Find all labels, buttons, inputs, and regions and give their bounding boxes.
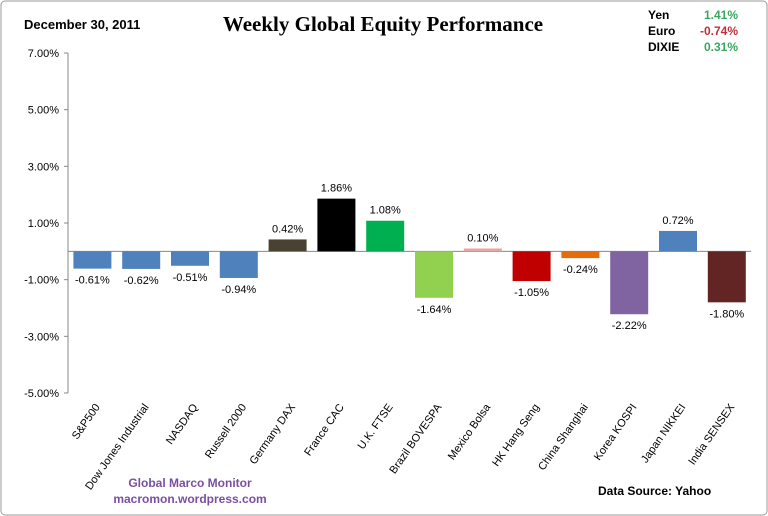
y-tick-label: 3.00% — [28, 161, 59, 173]
data-label: 0.42% — [272, 223, 303, 235]
bar — [219, 251, 258, 278]
x-tick-label: U.K. FTSE — [356, 402, 396, 452]
y-tick-label: -1.00% — [24, 275, 59, 287]
bar — [171, 251, 209, 266]
bar — [415, 251, 453, 298]
data-label: -0.51% — [173, 272, 208, 284]
x-tick-label: S&P500 — [70, 402, 103, 442]
y-tick-label: -5.00% — [24, 388, 59, 400]
bar — [317, 198, 356, 252]
bar — [122, 251, 161, 269]
y-tick-label: 5.00% — [28, 105, 59, 117]
currency-value: 0.31% — [704, 40, 738, 54]
bar — [610, 251, 649, 315]
bar — [268, 239, 307, 252]
x-tick-label: Korea KOSPI — [592, 402, 640, 463]
currency-legend: Yen 1.41% Euro -0.74% DIXIE 0.31% — [648, 8, 738, 54]
data-label: -0.24% — [563, 264, 598, 276]
currency-name: Euro — [648, 24, 675, 38]
credit-line2: macromon.wordpress.com — [113, 492, 266, 506]
x-tick-label: HK Hang Seng — [490, 402, 542, 469]
x-tick-label: France CAC — [302, 402, 347, 459]
data-label: 0.10% — [467, 233, 498, 245]
y-tick-label: 7.00% — [28, 48, 59, 60]
data-label: 1.08% — [370, 205, 401, 217]
data-label: -1.80% — [709, 308, 744, 320]
y-tick-label: 1.00% — [28, 218, 59, 230]
date-label: December 30, 2011 — [24, 17, 140, 32]
data-label: 1.86% — [321, 183, 352, 195]
currency-value: 1.41% — [704, 8, 738, 22]
y-tick-label: -3.00% — [24, 331, 59, 343]
x-tick-label: China Shanghai — [536, 402, 591, 473]
x-tick-label: Germany DAX — [248, 401, 299, 467]
bar — [73, 251, 112, 269]
data-label: -0.61% — [75, 275, 110, 287]
currency-value: -0.74% — [700, 24, 738, 38]
bar — [512, 251, 551, 282]
x-tick-label: Brazil BOVESPA — [387, 401, 444, 476]
data-label: -0.62% — [124, 275, 159, 287]
currency-name: DIXIE — [648, 40, 679, 54]
bar — [366, 220, 405, 252]
data-label: 0.72% — [662, 215, 693, 227]
data-label: -0.94% — [221, 284, 256, 296]
bar — [561, 251, 600, 259]
credit-line1: Global Marco Monitor — [128, 476, 252, 490]
bars: -0.61% -0.62% -0.51% -0.94% 0.42% 1.86% 1.08% -… — [73, 183, 746, 332]
chart-title: Weekly Global Equity Performance — [223, 12, 543, 36]
data-source: Data Source: Yahoo — [598, 484, 711, 498]
x-tick-label: Mexico Bolsa — [446, 401, 494, 462]
x-tick-label: Japan NIKKEI — [639, 402, 688, 465]
bar — [707, 251, 746, 303]
x-tick-label: Russell 2000 — [203, 402, 249, 461]
data-label: -1.64% — [417, 304, 452, 316]
x-tick-label: NASDAQ — [164, 401, 201, 446]
currency-name: Yen — [648, 8, 669, 22]
data-label: -1.05% — [514, 287, 549, 299]
bar — [463, 248, 502, 252]
data-label: -2.22% — [612, 320, 647, 332]
x-tick-label: India SENSEX — [686, 401, 737, 467]
bar — [659, 230, 697, 252]
